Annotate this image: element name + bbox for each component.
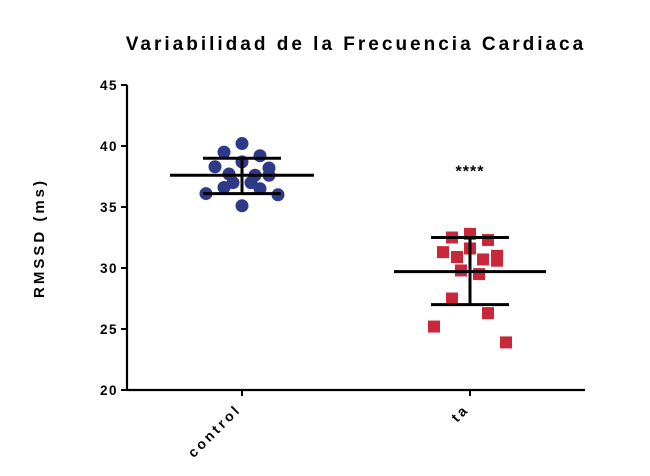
data-point-ta	[451, 251, 463, 264]
data-point-control	[235, 199, 249, 213]
data-point-control	[253, 149, 267, 163]
data-point-control	[217, 145, 231, 159]
axes	[125, 85, 585, 392]
data-point-ta	[428, 320, 440, 333]
significance-annotation: ****	[456, 163, 485, 180]
x-tick-label: control	[184, 401, 244, 461]
y-tick-label: 35	[100, 200, 118, 215]
data-point-ta	[473, 268, 485, 281]
y-tick-label: 25	[100, 322, 118, 337]
x-tick-label: ta	[448, 401, 472, 425]
y-ticks: 20 25 30 35 40 45	[100, 78, 127, 398]
data-point-ta	[477, 253, 489, 266]
data-point-control	[235, 137, 249, 151]
y-tick-label: 40	[100, 139, 118, 154]
data-point-ta	[482, 307, 494, 320]
data-point-control	[208, 160, 222, 174]
data-point-control	[253, 182, 267, 196]
y-axis-label: RMSSD (ms)	[31, 178, 48, 298]
data-point-ta	[446, 292, 458, 305]
data-point-ta	[482, 233, 494, 246]
data-point-ta	[500, 336, 512, 349]
x-ticks: control ta	[184, 390, 472, 461]
y-tick-label: 30	[100, 261, 118, 276]
annotations: ****	[456, 163, 485, 180]
data-point-ta	[437, 246, 449, 259]
y-tick-label: 45	[100, 78, 118, 93]
data-point-ta	[491, 254, 503, 267]
mean-sd-bars	[170, 156, 546, 307]
y-tick-label: 20	[100, 383, 118, 398]
data-point-control	[217, 180, 231, 194]
chart-title: Variabilidad de la Frecuencia Cardiaca	[126, 34, 586, 55]
